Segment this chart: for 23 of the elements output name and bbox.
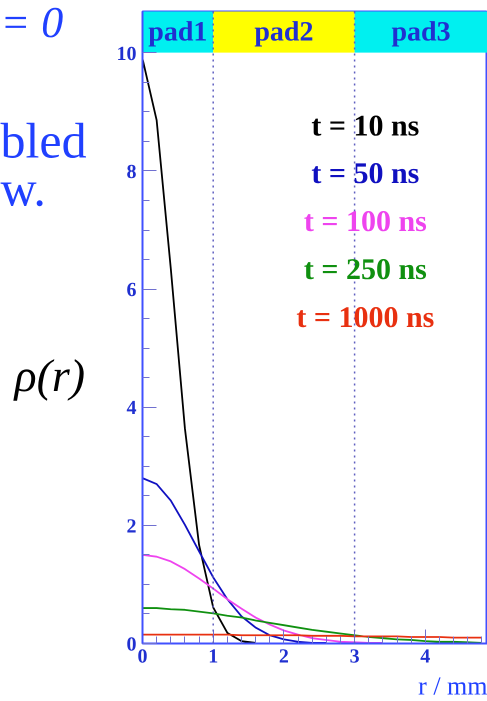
x-tick-label: 4 <box>420 646 430 668</box>
x-tick-label: 2 <box>278 646 289 668</box>
x-axis-title: r / mm <box>418 672 487 701</box>
x-tick-label: 1 <box>208 646 218 668</box>
text: = 0 <box>0 0 64 47</box>
x-tick-label: 3 <box>350 646 360 668</box>
y-tick-label: 10 <box>116 42 136 65</box>
text: t = 100 ns <box>304 205 427 238</box>
text: t = 250 ns <box>304 252 427 286</box>
line-series <box>142 58 257 644</box>
band-label: pad1 <box>148 16 208 48</box>
text: t = 1000 ns <box>296 300 434 334</box>
line-series <box>142 554 384 644</box>
y-axis-title: ρ(r) <box>12 350 86 401</box>
text: t = 50 ns <box>311 157 420 190</box>
text: t = 10 ns <box>311 109 420 142</box>
y-tick-label: 4 <box>126 397 136 420</box>
y-tick-label: 8 <box>126 160 136 183</box>
line-series <box>142 477 328 644</box>
band-label: pad3 <box>391 16 451 48</box>
y-tick-label: 2 <box>126 515 136 538</box>
y-tick-label: 6 <box>126 279 136 302</box>
band-label: pad2 <box>254 16 314 48</box>
